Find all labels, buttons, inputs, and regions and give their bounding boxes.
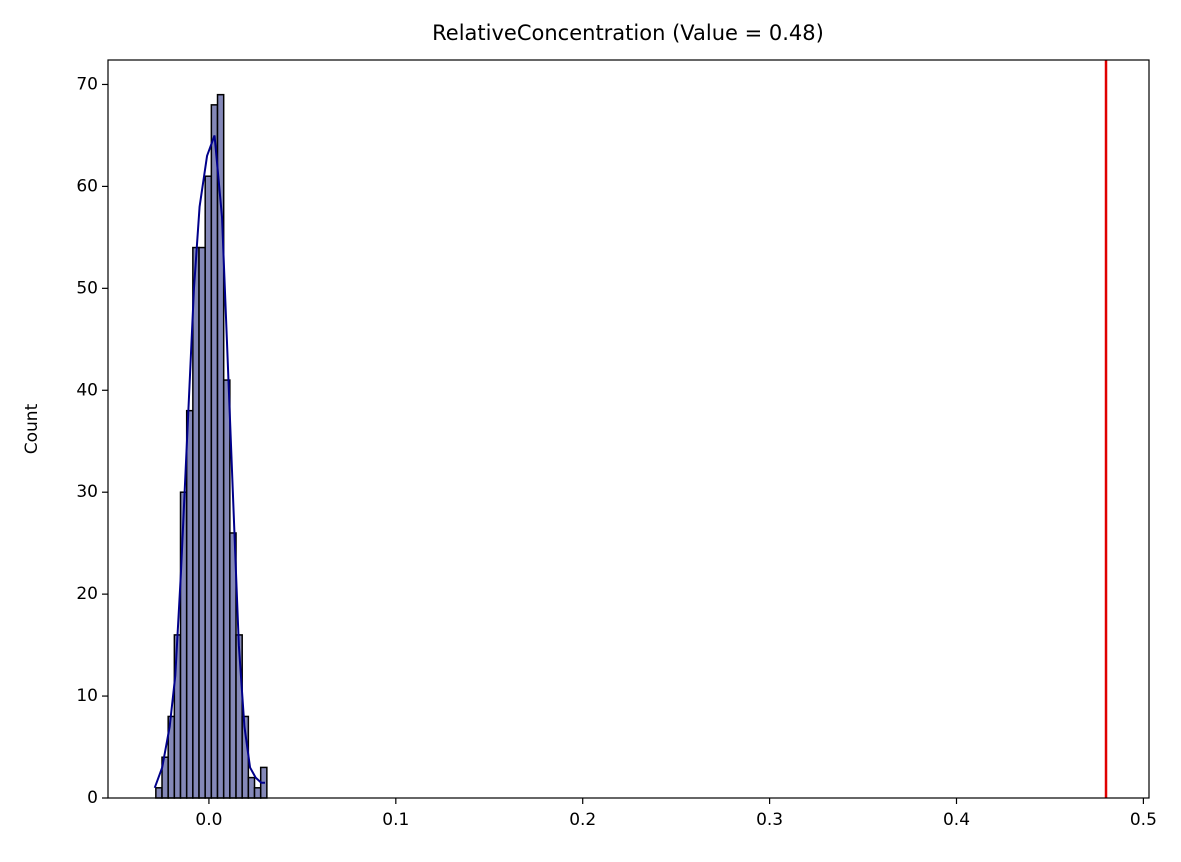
y-tick-label: 10: [76, 686, 98, 706]
x-tick-label: 0.3: [756, 810, 783, 830]
bar: [198, 246, 206, 799]
x-tick-label: 0.1: [382, 810, 409, 830]
y-axis-label: Count: [22, 403, 42, 454]
bar: [155, 787, 163, 799]
y-tick-label: 30: [76, 482, 98, 502]
bar: [185, 409, 194, 799]
x-tick-label: 0.5: [1130, 810, 1157, 830]
x-tick-label: 0.0: [195, 810, 222, 830]
y-tick-label: 40: [76, 380, 98, 400]
bar: [253, 787, 262, 799]
bar: [179, 491, 188, 799]
y-tick-label: 60: [76, 176, 98, 196]
x-tick-label: 0.4: [943, 810, 970, 830]
bar: [192, 246, 200, 799]
chart-title: RelativeConcentration (Value = 0.48): [432, 21, 824, 45]
x-tick-label: 0.2: [569, 810, 596, 830]
plot-frame: [107, 59, 1150, 799]
kde-line: [153, 135, 265, 789]
bar: [222, 379, 231, 799]
y-tick-label: 0: [87, 788, 98, 808]
bar: [247, 776, 256, 799]
y-tick-label: 50: [76, 278, 98, 298]
y-tick-label: 20: [76, 584, 98, 604]
bar: [204, 175, 213, 799]
bar: [210, 104, 219, 799]
y-tick-label: 70: [76, 74, 98, 94]
